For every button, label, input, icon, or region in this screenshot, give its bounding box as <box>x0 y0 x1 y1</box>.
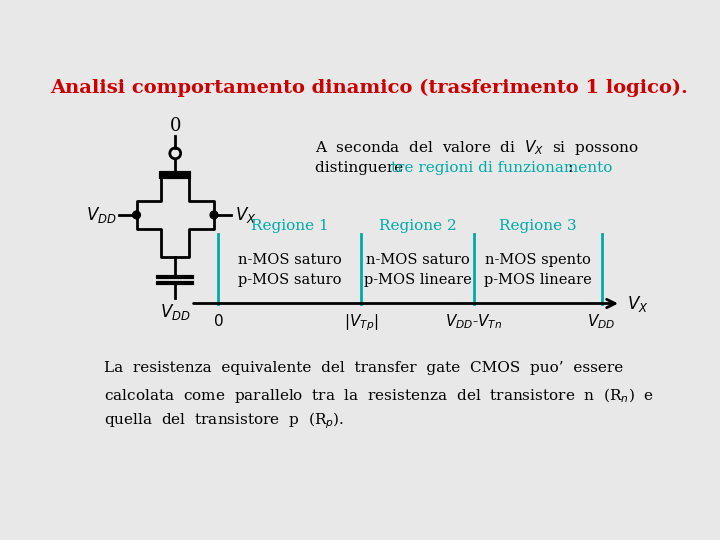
Text: quella  del  transistore  p  (R$_p$).: quella del transistore p (R$_p$). <box>104 410 344 431</box>
Text: $V_X$: $V_X$ <box>235 205 256 225</box>
Text: $V_{DD}$: $V_{DD}$ <box>160 302 191 322</box>
Text: $V_{DD}$: $V_{DD}$ <box>588 313 616 332</box>
Text: Analisi comportamento dinamico (trasferimento 1 logico).: Analisi comportamento dinamico (trasferi… <box>50 79 688 97</box>
Text: 0: 0 <box>169 117 181 135</box>
Text: A  seconda  del  valore  di  $V_X$  si  possono: A seconda del valore di $V_X$ si possono <box>315 138 638 157</box>
Circle shape <box>132 211 140 219</box>
Text: tre regioni di funzionamento: tre regioni di funzionamento <box>391 161 612 175</box>
Text: n-MOS spento: n-MOS spento <box>485 253 590 267</box>
Text: $V_X$: $V_X$ <box>627 294 649 314</box>
Text: :: : <box>567 161 572 175</box>
Text: Regione 2: Regione 2 <box>379 219 456 233</box>
Text: $0$: $0$ <box>212 313 223 329</box>
Text: calcolata  come  parallelo  tra  la  resistenza  del  transistore  n  (R$_n$)  e: calcolata come parallelo tra la resisten… <box>104 386 654 405</box>
Text: n-MOS saturo: n-MOS saturo <box>238 253 341 267</box>
Circle shape <box>210 211 218 219</box>
Text: $V_{DD}$: $V_{DD}$ <box>86 205 117 225</box>
Text: p-MOS lineare: p-MOS lineare <box>364 273 472 287</box>
Text: La  resistenza  equivalente  del  transfer  gate  CMOS  puo’  essere: La resistenza equivalente del transfer g… <box>104 361 624 375</box>
Text: $V_{DD}$-$V_{Tn}$: $V_{DD}$-$V_{Tn}$ <box>445 313 503 332</box>
Text: n-MOS saturo: n-MOS saturo <box>366 253 469 267</box>
Text: Regione 1: Regione 1 <box>251 219 328 233</box>
Text: $|V_{Tp}|$: $|V_{Tp}|$ <box>344 313 379 333</box>
Text: p-MOS saturo: p-MOS saturo <box>238 273 341 287</box>
Text: p-MOS lineare: p-MOS lineare <box>484 273 591 287</box>
Text: distinguere: distinguere <box>315 161 408 175</box>
Text: Regione 3: Regione 3 <box>499 219 577 233</box>
